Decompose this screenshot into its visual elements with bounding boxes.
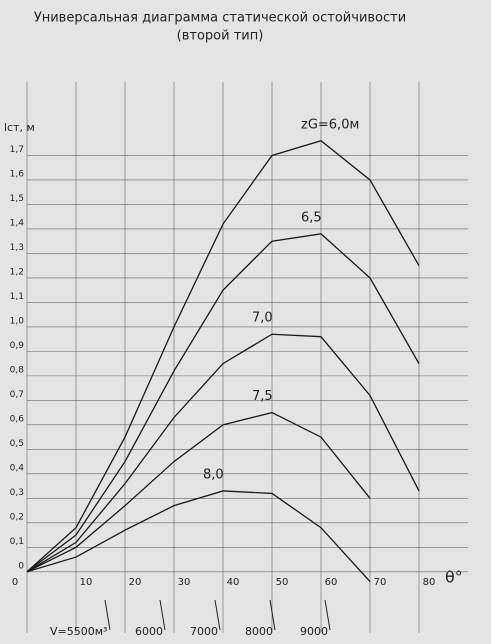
- y-tick-label: 0: [18, 561, 24, 571]
- x-tick-label: 50: [276, 577, 289, 588]
- x-tick-label: 80: [423, 577, 436, 588]
- x-tick-label: 70: [374, 577, 387, 588]
- y-tick-label: 0,2: [10, 512, 24, 522]
- volume-tick: [159, 599, 166, 631]
- chart-subtitle: (второй тип): [177, 29, 264, 44]
- y-tick-label: 1,3: [10, 243, 24, 253]
- y-tick-label: 1,2: [10, 267, 24, 277]
- x-tick-label: 30: [178, 577, 191, 588]
- series-label: 6,5: [301, 210, 322, 225]
- y-tick-label: 1,4: [10, 218, 25, 228]
- chart-title: Универсальная диаграмма статической осто…: [34, 11, 406, 26]
- volume-label: 7000: [190, 625, 218, 638]
- curve: [26, 411, 371, 573]
- series-label: 8,0: [203, 467, 224, 482]
- curve: [26, 233, 420, 573]
- y-tick-label: 0,3: [10, 488, 24, 498]
- volume-label: 8000: [245, 625, 273, 638]
- y-tick-label: 0,5: [10, 439, 24, 449]
- y-tick-label: 0,9: [10, 341, 25, 351]
- curve: [26, 333, 420, 573]
- x-tick-label: 10: [80, 577, 93, 588]
- y-tick-label: 1,5: [10, 194, 24, 204]
- volume-tick: [214, 599, 221, 631]
- series-label: 7,5: [252, 389, 273, 404]
- series-label: 7,0: [252, 311, 273, 326]
- volume-tick: [104, 599, 111, 631]
- x-tick-label: 60: [325, 577, 338, 588]
- y-tick-label: 1,1: [10, 292, 24, 302]
- y-axis-label: lст, м: [4, 121, 35, 134]
- volume-tick: [324, 599, 331, 631]
- curve: [26, 490, 371, 583]
- y-tick-label: 0,8: [10, 365, 25, 375]
- x-tick-label: 20: [129, 577, 142, 588]
- x-tick-label: 40: [227, 577, 240, 588]
- y-tick-label: 1,0: [10, 316, 25, 326]
- x-axis-label: θ°: [445, 568, 463, 587]
- volume-label: 6000: [135, 625, 163, 638]
- y-tick-label: 1,6: [10, 169, 25, 179]
- volume-label: V=5500м³: [50, 625, 107, 638]
- volume-label: 9000: [300, 625, 328, 638]
- x-tick-label: 0: [12, 577, 18, 588]
- volume-tick: [269, 599, 276, 631]
- y-tick-label: 1,7: [10, 145, 24, 155]
- series-label: zG=6,0м: [301, 117, 359, 132]
- y-tick-label: 0,6: [10, 414, 25, 424]
- curve: [26, 140, 420, 573]
- y-tick-label: 0,7: [10, 390, 24, 400]
- y-tick-label: 0,1: [10, 537, 24, 547]
- y-tick-label: 0,4: [10, 463, 25, 473]
